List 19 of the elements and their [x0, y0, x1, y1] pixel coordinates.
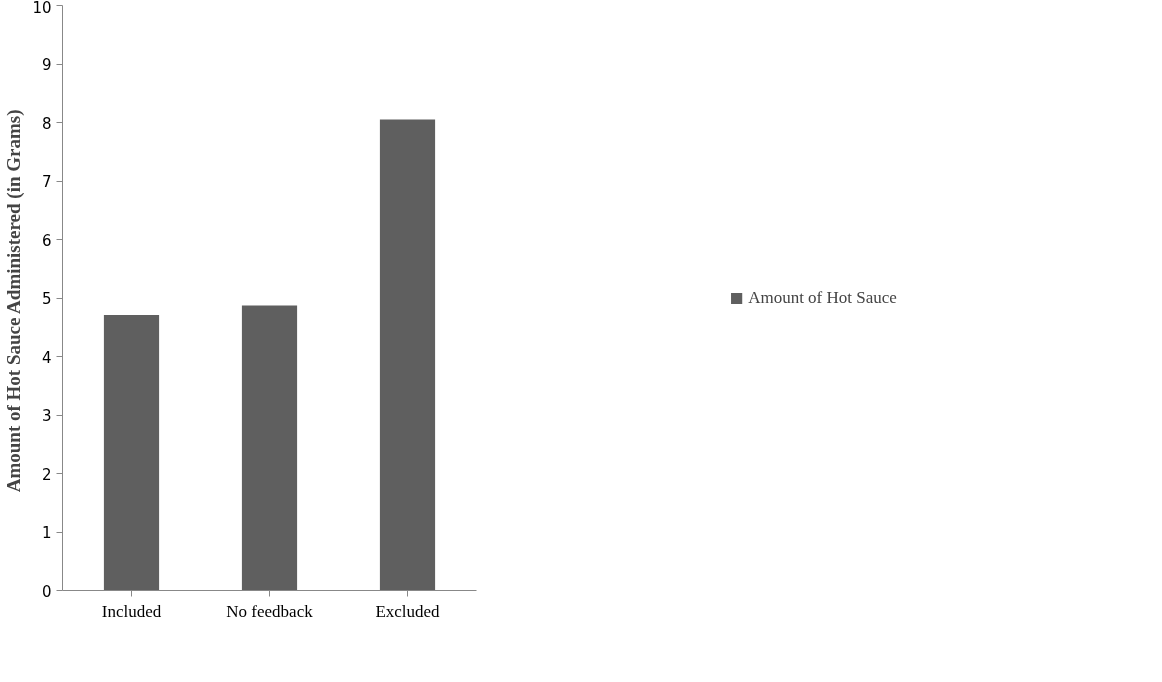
- y-tick-label: 9: [41, 56, 52, 74]
- x-tick-label: Excluded: [375, 601, 441, 621]
- y-tick-label: 6: [41, 231, 52, 250]
- y-tick-label: 5: [41, 290, 52, 308]
- y-tick-label: 7: [41, 173, 52, 191]
- y-axis-title: Amount of Hot Sauce Administered (in Grams): [3, 109, 26, 493]
- y-tick-label: 1: [41, 524, 52, 542]
- bar: [241, 305, 298, 591]
- y-tick-label: 0: [41, 582, 52, 601]
- x-tick-label: Included: [101, 601, 162, 621]
- y-tick-label: 2: [41, 465, 52, 484]
- bar: [379, 119, 436, 591]
- bar: [103, 314, 160, 591]
- y-tick-label: 10: [32, 0, 52, 17]
- legend-label: Amount of Hot Sauce: [748, 287, 897, 308]
- y-tick-label: 3: [41, 407, 52, 425]
- x-tick-label: No feedback: [226, 601, 314, 621]
- y-tick-label: 4: [41, 348, 52, 367]
- y-tick-label: 8: [41, 114, 52, 133]
